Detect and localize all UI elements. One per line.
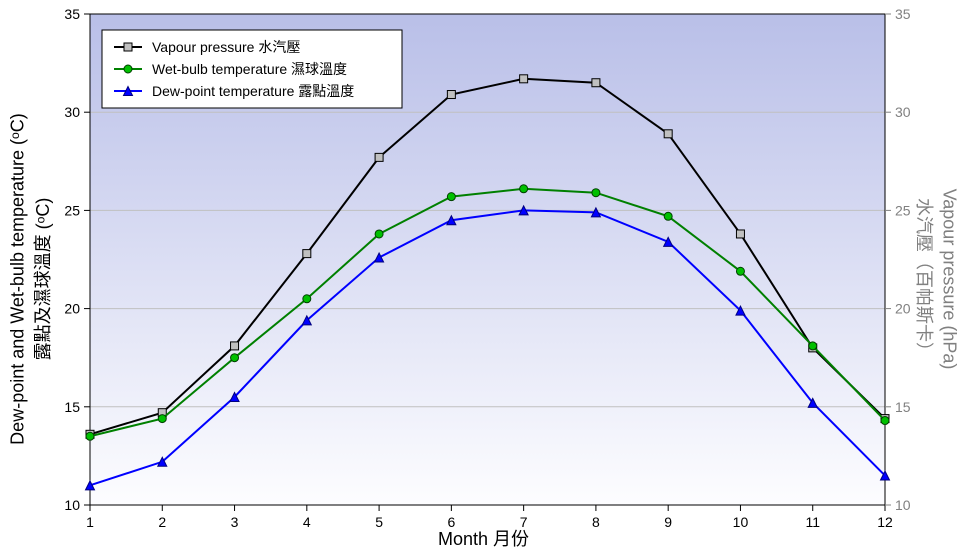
- svg-text:15: 15: [64, 399, 80, 415]
- y-axis-left-label-en: Dew-point and Wet-bulb temperature (ᵒC): [8, 29, 29, 529]
- x-axis-label: Month 月份: [438, 525, 529, 551]
- svg-text:10: 10: [895, 497, 911, 513]
- svg-text:Wet-bulb temperature 濕球溫度: Wet-bulb temperature 濕球溫度: [152, 61, 347, 77]
- svg-text:Dew-point temperature 露點溫度: Dew-point temperature 露點溫度: [152, 83, 354, 99]
- svg-text:25: 25: [895, 202, 911, 218]
- svg-text:25: 25: [64, 202, 80, 218]
- chart-svg: 123456789101112101520253035101520253035V…: [0, 0, 967, 557]
- svg-text:10: 10: [64, 497, 80, 513]
- svg-text:35: 35: [64, 6, 80, 22]
- y-axis-right-label-en: Vapour pressure (hPa): [939, 29, 960, 529]
- svg-text:8: 8: [592, 514, 600, 530]
- svg-text:2: 2: [158, 514, 166, 530]
- svg-text:3: 3: [231, 514, 239, 530]
- svg-text:9: 9: [664, 514, 672, 530]
- svg-text:35: 35: [895, 6, 911, 22]
- legend: Vapour pressure 水汽壓 Wet-bulb temperature …: [102, 30, 402, 108]
- svg-text:4: 4: [303, 514, 311, 530]
- svg-text:1: 1: [86, 514, 94, 530]
- svg-text:20: 20: [895, 301, 911, 317]
- svg-text:12: 12: [877, 514, 893, 530]
- svg-text:10: 10: [733, 514, 749, 530]
- svg-text:5: 5: [375, 514, 383, 530]
- svg-text:30: 30: [895, 104, 911, 120]
- svg-text:30: 30: [64, 104, 80, 120]
- svg-text:20: 20: [64, 301, 80, 317]
- y-axis-right-label-cn: 水汽壓（百帕斯卡）: [912, 79, 938, 479]
- svg-text:11: 11: [805, 514, 820, 530]
- y-axis-left-label-cn: 露點及濕球溫度 (ᵒC): [29, 79, 55, 479]
- line-chart: 123456789101112101520253035101520253035V…: [0, 0, 967, 557]
- svg-text:Vapour pressure 水汽壓: Vapour pressure 水汽壓: [152, 39, 300, 55]
- svg-text:15: 15: [895, 399, 911, 415]
